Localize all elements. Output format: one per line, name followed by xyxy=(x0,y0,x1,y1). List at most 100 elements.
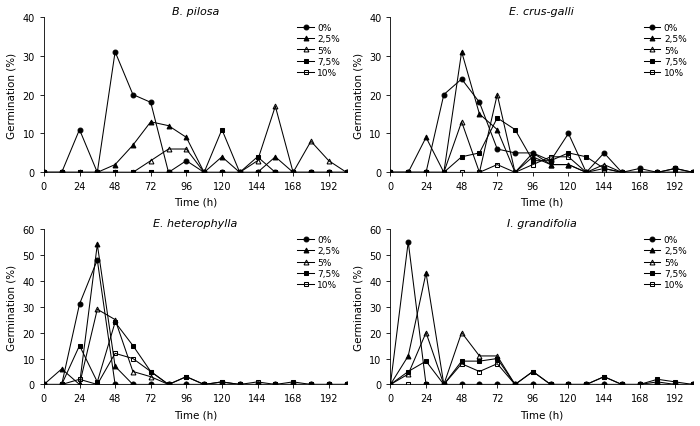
0% xyxy=(57,382,66,387)
2,5% xyxy=(76,382,84,387)
10% xyxy=(111,351,119,356)
10% xyxy=(422,170,430,176)
0% xyxy=(342,382,351,387)
5% xyxy=(40,382,48,387)
10% xyxy=(671,382,680,387)
5% xyxy=(218,382,226,387)
7,5% xyxy=(307,382,315,387)
Line: 10%: 10% xyxy=(388,361,696,387)
7,5% xyxy=(342,170,351,176)
2,5% xyxy=(511,382,519,387)
2,5% xyxy=(289,170,298,176)
X-axis label: Time (h): Time (h) xyxy=(520,198,564,207)
Legend: 0%, 2,5%, 5%, 7,5%, 10%: 0%, 2,5%, 5%, 7,5%, 10% xyxy=(642,22,689,80)
5% xyxy=(253,382,262,387)
5% xyxy=(440,170,448,176)
7,5% xyxy=(235,170,244,176)
0% xyxy=(475,382,484,387)
0% xyxy=(440,382,448,387)
2,5% xyxy=(475,112,484,117)
5% xyxy=(164,147,173,152)
7,5% xyxy=(493,356,501,361)
5% xyxy=(235,382,244,387)
5% xyxy=(111,170,119,176)
7,5% xyxy=(146,369,155,374)
X-axis label: Time (h): Time (h) xyxy=(174,198,217,207)
5% xyxy=(325,382,333,387)
Title: E. crus-galli: E. crus-galli xyxy=(510,7,574,17)
5% xyxy=(129,369,137,374)
0% xyxy=(493,382,501,387)
5% xyxy=(40,170,48,176)
0% xyxy=(671,382,680,387)
5% xyxy=(182,382,190,387)
7,5% xyxy=(600,374,608,380)
2,5% xyxy=(111,163,119,168)
7,5% xyxy=(76,170,84,176)
5% xyxy=(386,170,395,176)
7,5% xyxy=(289,380,298,385)
Legend: 0%, 2,5%, 5%, 7,5%, 10%: 0%, 2,5%, 5%, 7,5%, 10% xyxy=(642,234,689,291)
7,5% xyxy=(440,170,448,176)
5% xyxy=(493,354,501,359)
2,5% xyxy=(200,382,209,387)
7,5% xyxy=(404,369,412,374)
0% xyxy=(235,382,244,387)
10% xyxy=(235,170,244,176)
10% xyxy=(93,170,102,176)
7,5% xyxy=(342,382,351,387)
2,5% xyxy=(235,170,244,176)
7,5% xyxy=(689,170,697,176)
2,5% xyxy=(422,135,430,141)
0% xyxy=(164,170,173,176)
10% xyxy=(200,170,209,176)
10% xyxy=(253,380,262,385)
10% xyxy=(93,382,102,387)
7,5% xyxy=(653,170,662,176)
0% xyxy=(582,382,590,387)
10% xyxy=(307,382,315,387)
7,5% xyxy=(218,380,226,385)
7,5% xyxy=(547,382,555,387)
2,5% xyxy=(564,382,573,387)
5% xyxy=(564,163,573,168)
10% xyxy=(342,170,351,176)
2,5% xyxy=(164,382,173,387)
0% xyxy=(422,170,430,176)
0% xyxy=(129,382,137,387)
5% xyxy=(129,170,137,176)
0% xyxy=(289,170,298,176)
2,5% xyxy=(440,382,448,387)
7,5% xyxy=(164,170,173,176)
7,5% xyxy=(164,382,173,387)
7,5% xyxy=(386,382,395,387)
7,5% xyxy=(57,382,66,387)
7,5% xyxy=(617,382,626,387)
0% xyxy=(653,382,662,387)
7,5% xyxy=(182,170,190,176)
10% xyxy=(129,356,137,361)
0% xyxy=(218,170,226,176)
Line: 7,5%: 7,5% xyxy=(41,128,349,176)
5% xyxy=(342,170,351,176)
Line: 5%: 5% xyxy=(388,331,696,387)
10% xyxy=(422,382,430,387)
X-axis label: Time (h): Time (h) xyxy=(174,409,217,419)
10% xyxy=(40,170,48,176)
7,5% xyxy=(129,170,137,176)
Line: 5%: 5% xyxy=(41,307,349,387)
5% xyxy=(636,382,644,387)
5% xyxy=(404,170,412,176)
5% xyxy=(636,170,644,176)
7,5% xyxy=(129,343,137,348)
2,5% xyxy=(671,170,680,176)
5% xyxy=(200,382,209,387)
2,5% xyxy=(600,167,608,172)
5% xyxy=(253,159,262,164)
7,5% xyxy=(582,382,590,387)
2,5% xyxy=(582,170,590,176)
7,5% xyxy=(289,170,298,176)
7,5% xyxy=(307,170,315,176)
10% xyxy=(164,170,173,176)
2,5% xyxy=(511,170,519,176)
